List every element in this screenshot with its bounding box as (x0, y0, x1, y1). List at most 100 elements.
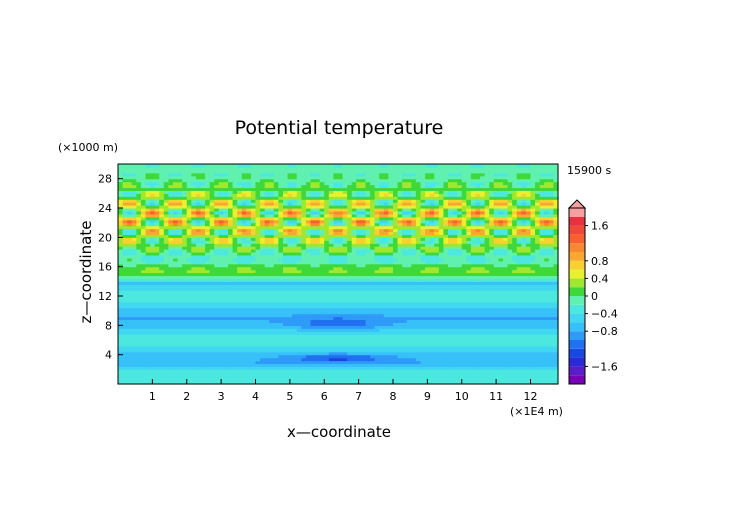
heatmap-cell (338, 322, 344, 326)
heatmap-cell (228, 293, 234, 297)
heatmap-cell (278, 196, 284, 200)
heatmap-cell (292, 260, 298, 265)
heatmap-cell (260, 272, 266, 277)
heatmap-cell (365, 363, 371, 367)
heatmap-cell (287, 181, 293, 186)
heatmap-cell (347, 205, 353, 209)
heatmap-cell (168, 234, 174, 238)
heatmap-cell (195, 378, 202, 382)
heatmap-cell (250, 208, 257, 212)
heatmap-cell (241, 172, 247, 177)
heatmap-cell (182, 196, 188, 200)
heatmap-cell (177, 381, 183, 385)
heatmap-cell (356, 222, 362, 227)
heatmap-cell (338, 246, 344, 250)
heatmap-cell (333, 348, 339, 353)
heatmap-cell (292, 196, 298, 200)
heatmap-cell (370, 301, 376, 306)
heatmap-cell (397, 345, 403, 350)
heatmap-cell (328, 257, 335, 262)
x-axis-title: x—coordinate (287, 423, 391, 441)
heatmap-cell (338, 237, 344, 241)
heatmap-cell (200, 287, 206, 291)
heatmap-cell (278, 381, 284, 385)
heatmap-cell (328, 208, 335, 212)
heatmap-cell (305, 290, 312, 294)
heatmap-cell (150, 257, 156, 262)
heatmap-cell (411, 237, 417, 241)
heatmap-cell (324, 331, 330, 335)
heatmap-cell (315, 287, 321, 291)
heatmap-cell (131, 293, 137, 297)
heatmap-cell (264, 181, 270, 186)
heatmap-cell (273, 263, 280, 268)
heatmap-cell (310, 296, 316, 300)
heatmap-cell (191, 360, 197, 365)
heatmap-cell (246, 298, 252, 303)
heatmap-cell (214, 208, 220, 212)
heatmap-cell (237, 234, 243, 238)
heatmap-cell (315, 222, 321, 227)
heatmap-cell (296, 345, 302, 350)
heatmap-cell (145, 366, 151, 370)
heatmap-cell (118, 166, 124, 171)
heatmap-cell (415, 187, 422, 191)
heatmap-cell (154, 240, 160, 244)
heatmap-cell (237, 301, 243, 306)
heatmap-cell (168, 342, 174, 347)
heatmap-cell (191, 178, 197, 183)
heatmap-cell (246, 337, 252, 341)
heatmap-cell (269, 216, 275, 221)
heatmap-cell (351, 193, 357, 197)
heatmap-cell (214, 181, 220, 186)
heatmap-cell (287, 164, 293, 168)
heatmap-cell (241, 213, 247, 218)
heatmap-cell (393, 196, 399, 200)
heatmap-cell (140, 175, 147, 180)
heatmap-cell (191, 357, 197, 362)
heatmap-cell (264, 169, 270, 174)
heatmap-cell (356, 293, 362, 297)
heatmap-cell (122, 284, 128, 288)
heatmap-cell (283, 275, 289, 279)
heatmap-cell (333, 307, 339, 312)
heatmap-cell (182, 354, 188, 359)
heatmap-cell (131, 246, 137, 250)
heatmap-cell (122, 219, 128, 224)
heatmap-cell (360, 357, 367, 362)
heatmap-cell (273, 225, 280, 230)
heatmap-cell (310, 175, 316, 180)
heatmap-cell (397, 184, 403, 189)
heatmap-cell (402, 166, 408, 171)
heatmap-cell (118, 199, 124, 203)
heatmap-cell (370, 216, 376, 221)
heatmap-cell (356, 184, 362, 189)
heatmap-cell (136, 175, 142, 180)
heatmap-cell (319, 316, 325, 321)
heatmap-cell (145, 296, 151, 300)
heatmap-cell (168, 272, 174, 277)
heatmap-cell (218, 187, 225, 191)
heatmap-cell (122, 263, 128, 268)
heatmap-cell (205, 378, 211, 382)
heatmap-cell (145, 319, 151, 323)
heatmap-cell (411, 284, 417, 288)
heatmap-cell (411, 342, 417, 347)
heatmap-cell (370, 169, 376, 174)
heatmap-cell (301, 222, 307, 227)
heatmap-cell (182, 334, 188, 338)
heatmap-cell (388, 284, 394, 288)
heatmap-cell (347, 228, 353, 233)
heatmap-cell (319, 193, 325, 197)
heatmap-cell (223, 334, 229, 338)
heatmap-cell (287, 337, 293, 341)
heatmap-cell (136, 208, 142, 212)
heatmap-cell (255, 331, 261, 335)
heatmap-cell (388, 193, 394, 197)
heatmap-cell (420, 260, 426, 265)
heatmap-cell (415, 272, 422, 277)
heatmap-cell (264, 243, 270, 247)
heatmap-cell (420, 281, 426, 285)
heatmap-cell (163, 216, 170, 221)
heatmap-cell (159, 281, 165, 285)
